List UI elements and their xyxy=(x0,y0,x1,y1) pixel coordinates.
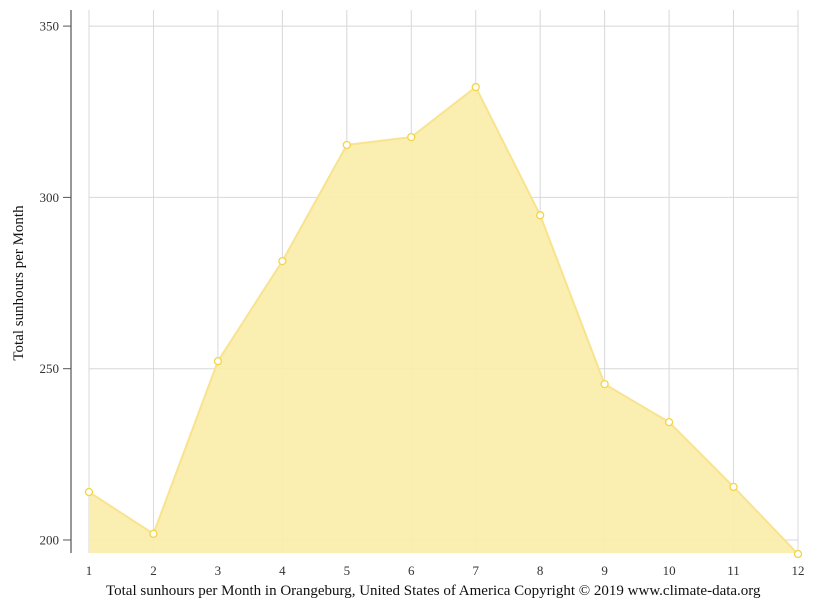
y-tick-label: 350 xyxy=(40,19,60,34)
data-point xyxy=(342,140,351,150)
data-point xyxy=(729,482,738,492)
data-point xyxy=(278,256,287,266)
data-point xyxy=(471,82,480,92)
data-point xyxy=(213,357,223,366)
y-tick-label: 300 xyxy=(40,190,60,205)
data-point xyxy=(600,379,609,389)
data-point xyxy=(536,211,545,220)
x-tick-label: 12 xyxy=(792,563,805,578)
y-axis-title: Total sunhours per Month xyxy=(11,205,27,361)
x-tick-label: 6 xyxy=(408,563,415,578)
x-tick-label: 1 xyxy=(86,563,93,578)
x-tick-label: 11 xyxy=(727,563,740,578)
x-tick-label: 2 xyxy=(150,563,157,578)
x-tick-label: 7 xyxy=(472,563,479,578)
x-tick-label: 4 xyxy=(279,563,286,578)
data-point-markers xyxy=(84,82,803,559)
x-tick-label: 8 xyxy=(537,563,544,578)
sunhours-line xyxy=(88,85,799,555)
data-point xyxy=(664,417,674,427)
y-axis-ticks: 200 250 300 350 xyxy=(40,19,71,547)
chart-caption: Total sunhours per Month in Orangeburg, … xyxy=(106,583,761,599)
data-point xyxy=(149,529,158,538)
data-point xyxy=(84,487,94,497)
x-tick-label: 3 xyxy=(215,563,222,578)
y-tick-label: 250 xyxy=(40,361,60,376)
data-point xyxy=(793,549,803,559)
data-point xyxy=(407,132,416,142)
x-tick-label: 5 xyxy=(344,563,351,578)
x-tick-label: 10 xyxy=(663,563,676,578)
sunhours-area xyxy=(89,87,798,555)
x-tick-label: 9 xyxy=(601,563,608,578)
y-tick-label: 200 xyxy=(40,532,60,547)
x-axis-ticks: 1 2 3 4 5 6 7 8 9 10 11 12 xyxy=(86,563,805,578)
